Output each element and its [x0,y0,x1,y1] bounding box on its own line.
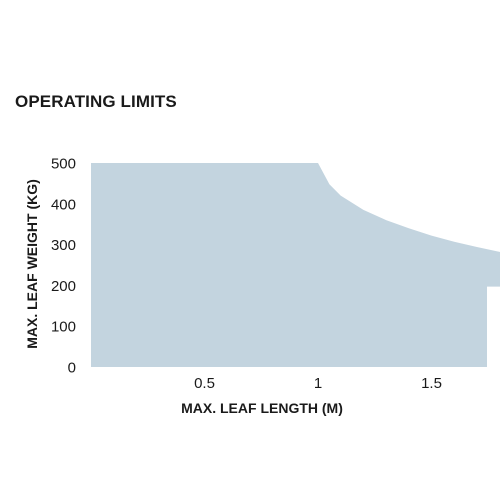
y-tick-label: 0 [68,360,76,377]
y-tick-label: 200 [51,278,76,295]
y-axis-label: MAX. LEAF WEIGHT (KG) [24,179,40,349]
y-tick-label: 100 [51,319,76,336]
x-tick-label: 1.5 [421,375,442,392]
y-tick-label: 500 [51,156,76,173]
x-tick-label: 0.5 [194,375,215,392]
y-tick-label: 300 [51,237,76,254]
x-axis-label: MAX. LEAF LENGTH (M) [181,400,343,416]
chart-title: OPERATING LIMITS [15,92,177,111]
x-tick-label: 1 [314,375,322,392]
operating-limit-area [91,163,500,367]
y-tick-label: 400 [51,196,76,213]
